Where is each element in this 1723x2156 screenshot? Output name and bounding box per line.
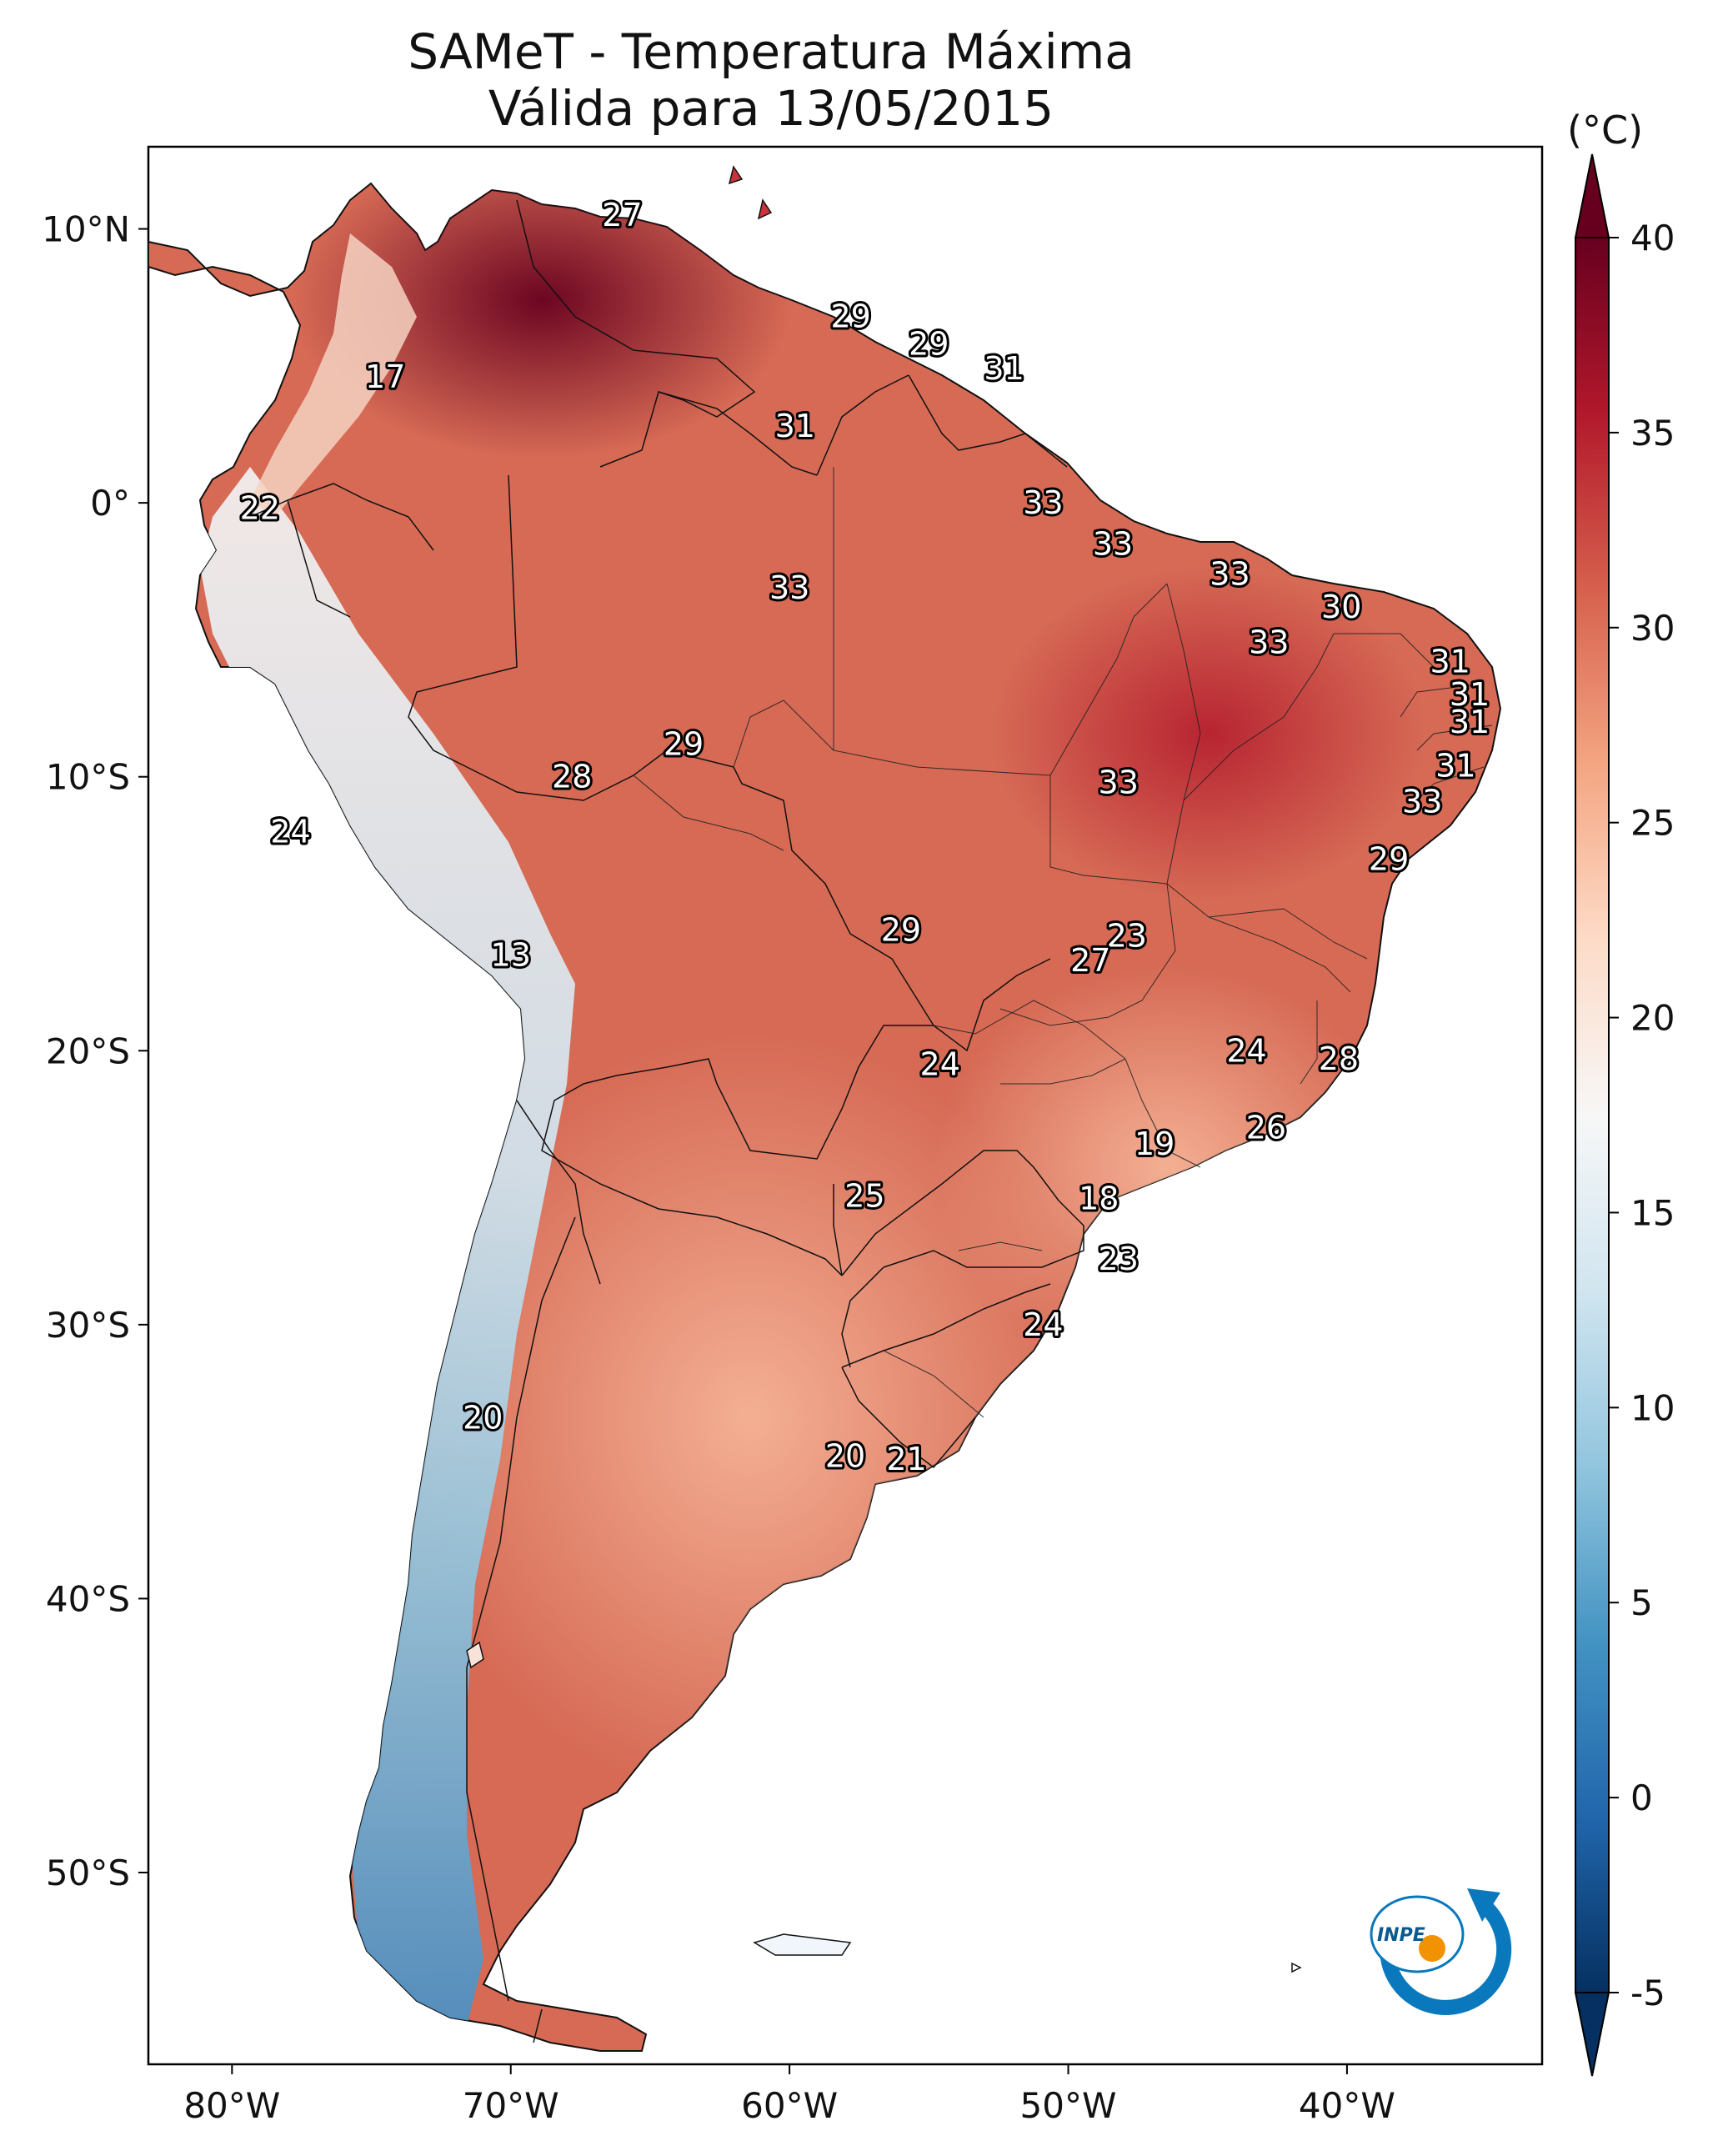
y-tick-label: 40°S — [46, 1578, 130, 1619]
colorbar-tick-label: 35 — [1630, 413, 1675, 454]
x-tick-label: 50°W — [1020, 2085, 1117, 2126]
x-tick-label: 70°W — [463, 2085, 559, 2126]
station-value-label: 31 — [984, 350, 1024, 387]
colorbar-tick-label: 15 — [1630, 1192, 1675, 1233]
logo-dot-icon — [1419, 1935, 1445, 1962]
colorbar-tick-label: 10 — [1630, 1387, 1675, 1428]
station-value-label: 24 — [1023, 1306, 1063, 1343]
station-value-label: 33 — [1093, 525, 1133, 562]
y-tick-label: 50°S — [46, 1853, 130, 1893]
station-value-label: 24 — [270, 813, 310, 850]
state-borders — [633, 467, 1493, 1418]
colorbar-tick-label: 0 — [1630, 1777, 1653, 1818]
station-value-label: 13 — [491, 936, 531, 973]
station-value-label: 27 — [1070, 942, 1110, 979]
station-value-label: 18 — [1079, 1181, 1119, 1217]
station-labels: 2717222929313133333330333331313131333329… — [238, 194, 1493, 1480]
y-axis-ticks: 10°N 0° 10°S 20°S 30°S 40°S 50°S — [42, 209, 148, 1893]
inpe-logo: INPE — [1370, 1888, 1512, 2015]
y-tick-label: 10°S — [46, 757, 130, 798]
station-value-label: 22 — [240, 490, 280, 527]
station-value-label: 20 — [825, 1438, 865, 1475]
station-value-label: 33 — [769, 569, 809, 606]
station-value-label: 28 — [552, 759, 592, 795]
station-value-label: 23 — [1107, 917, 1147, 954]
map-subtitle: Válida para 13/05/2015 — [488, 80, 1054, 137]
y-tick-label: 0° — [90, 483, 130, 524]
colorbar-tick-label: -5 — [1630, 1973, 1665, 2013]
station-value-label: 25 — [844, 1177, 884, 1214]
colorbar: 40 35 30 25 20 15 10 5 0 -5 (°C) — [1567, 108, 1675, 2077]
x-tick-label: 40°W — [1299, 2085, 1395, 2126]
station-value-label: 33 — [1210, 556, 1250, 593]
colombian-andes-band — [250, 233, 417, 517]
y-tick-label: 30°S — [46, 1305, 130, 1346]
y-tick-label: 10°N — [42, 209, 130, 250]
colorbar-bar — [1575, 237, 1610, 1993]
y-tick-label: 20°S — [46, 1030, 130, 1071]
station-value-label: 31 — [1450, 676, 1490, 713]
station-value-label: 17 — [365, 358, 405, 395]
station-value-label: 29 — [1369, 840, 1409, 877]
station-value-label: 31 — [1435, 748, 1475, 785]
andes-cold-band — [200, 467, 575, 2026]
station-value-label: 31 — [1430, 644, 1470, 680]
colorbar-tick-label: 40 — [1630, 218, 1675, 258]
logo-text: INPE — [1377, 1925, 1425, 1946]
station-value-label: 21 — [886, 1441, 926, 1477]
station-value-label: 24 — [920, 1046, 960, 1083]
station-value-label: 27 — [602, 197, 642, 233]
colorbar-max-extend — [1574, 153, 1610, 238]
colorbar-unit: (°C) — [1567, 108, 1643, 153]
station-value-label: 31 — [775, 408, 815, 444]
station-value-label: 30 — [1321, 589, 1361, 625]
station-value-label: 19 — [1134, 1126, 1175, 1162]
x-axis-ticks: 80°W 70°W 60°W 50°W 40°W — [183, 2064, 1395, 2126]
colorbar-tick-label: 25 — [1630, 803, 1675, 844]
station-value-label: 26 — [1246, 1109, 1286, 1146]
station-value-label: 31 — [1450, 704, 1490, 740]
x-tick-label: 60°W — [741, 2085, 838, 2126]
country-borders — [249, 199, 1084, 2043]
station-value-label: 20 — [463, 1400, 503, 1436]
station-value-label: 33 — [1023, 484, 1063, 521]
colorbar-tick-label: 30 — [1630, 608, 1675, 649]
station-value-label: 29 — [831, 298, 871, 335]
station-value-label: 23 — [1099, 1241, 1139, 1277]
colorbar-tick-label: 20 — [1630, 998, 1675, 1039]
station-value-label: 33 — [1402, 783, 1442, 820]
colorbar-min-extend — [1574, 1992, 1610, 2077]
logo-arrow-icon — [1467, 1888, 1500, 1922]
x-tick-label: 80°W — [183, 2085, 280, 2126]
station-value-label: 28 — [1319, 1040, 1359, 1077]
map-title: SAMeT - Temperatura Máxima — [408, 23, 1134, 80]
station-value-label: 33 — [1099, 764, 1139, 800]
colorbar-tick-label: 5 — [1630, 1582, 1653, 1623]
station-value-label: 29 — [664, 725, 704, 762]
colorbar-ticks: 40 35 30 25 20 15 10 5 0 -5 — [1609, 218, 1675, 2013]
station-value-label: 24 — [1226, 1032, 1266, 1069]
station-value-label: 29 — [909, 326, 949, 363]
islands — [466, 165, 1302, 1973]
station-value-label: 33 — [1249, 624, 1289, 661]
station-value-label: 29 — [881, 912, 921, 949]
